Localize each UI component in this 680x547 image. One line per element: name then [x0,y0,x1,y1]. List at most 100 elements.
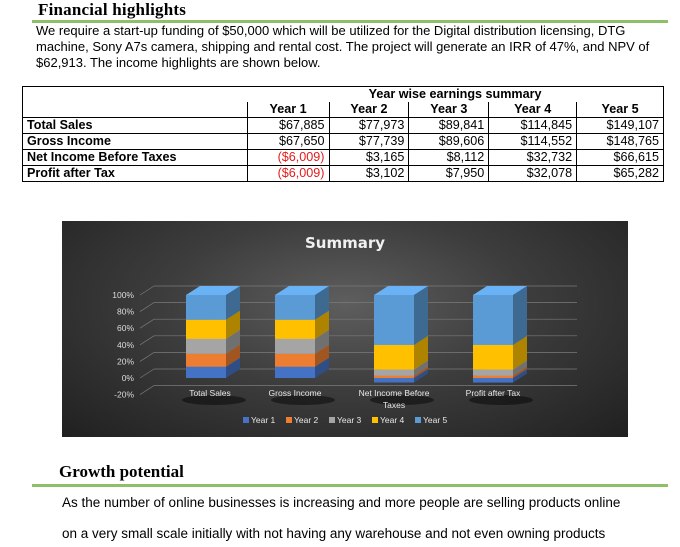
table-cell: $149,107 [576,117,664,134]
bar-segment [374,375,414,378]
bar-segment-side [513,366,527,378]
category-label: Total Sales [189,388,231,398]
grid-line [139,385,155,395]
table-cell: $8,112 [408,149,490,166]
category-label: Taxes [383,400,405,410]
year-header: Year 3 [408,102,490,118]
grid-line [139,302,155,312]
year-header: Year 2 [328,102,410,118]
bar-segment [473,375,513,378]
bar-segment [374,369,414,376]
bar-segment [186,366,226,378]
growth-paragraph-line: As the number of online businesses is in… [62,495,621,510]
bar-shadow [271,395,335,405]
bar-segment-side [513,360,527,376]
year-header: Year 4 [488,102,578,118]
table-corner [22,102,248,118]
bar-segment [186,338,226,354]
growth-paragraph-line: on a very small scale initially with not… [62,526,606,541]
table-cell: $114,552 [488,133,578,150]
section-title-growth: Growth potential [59,462,184,481]
table-row: Net Income Before Taxes ($6,009) $3,165 $8,… [22,149,664,166]
bar-segment-top [374,286,428,295]
bar-segment [186,295,226,320]
table-caption: Year wise earnings summary [247,86,665,102]
y-tick-label: 100% [112,290,134,300]
bar-segment [374,295,414,345]
bar-segment-side [414,286,428,345]
bar-segment-side [414,369,428,383]
legend-label: Year 5 [423,415,448,425]
y-tick-label: 20% [117,356,134,366]
table-cell: $32,078 [488,165,578,182]
bar-segment-top [275,286,329,295]
table-cell: $77,739 [328,133,410,150]
table-cell: ($6,009) [246,149,330,166]
table-cell: $32,732 [488,149,578,166]
row-label: Profit after Tax [22,165,248,182]
chart-canvas: Summary 100% 80% 60% 40% 20% 0% -20% Total Sales… [112,234,577,425]
bar-segment [473,378,513,383]
legend-label: Year 1 [251,415,276,425]
grid-line [139,335,155,346]
bar-segment-side [226,310,240,339]
legend-swatch [243,417,249,423]
legend-swatch [286,417,292,423]
bar-segment [186,319,226,339]
bar-segment [473,344,513,370]
table-row: Gross Income $67,650 $77,739 $89,606 $114,55… [22,133,664,150]
bar-segment-side [513,369,527,383]
bar-segment-side [414,366,428,378]
y-tick-label: 0% [122,373,135,383]
legend-label: Year 3 [337,415,362,425]
section-divider [32,20,668,23]
bar-segment [374,344,414,370]
bar-segment-side [315,286,329,320]
legend-swatch [372,417,378,423]
bar-segment-side [513,335,527,370]
bar-segment-side [513,286,527,345]
bar-segment-top [473,286,527,295]
table-cell: $3,165 [328,149,410,166]
table-cell: $66,615 [576,149,664,166]
bar-segment [275,353,315,367]
bar-segment [275,338,315,354]
table-cell: $114,845 [488,117,578,134]
bar-shadow [370,395,434,405]
bar-segment-side [226,329,240,354]
bar-segment [374,378,414,383]
bar-segment-side [414,360,428,376]
category-label: Profit after Tax [466,388,521,398]
bar-segment-side [315,344,329,367]
bar-shadow [469,395,533,405]
grid-line [139,352,155,362]
table-cell: $67,650 [246,133,330,150]
table-cell: $7,950 [408,165,490,182]
y-tick-label: -20% [114,390,134,400]
bar-segment-side [226,344,240,367]
y-tick-label: 40% [117,340,134,350]
table-row: Total Sales $67,885 $77,973 $89,841 $114,845… [22,117,664,134]
category-label: Gross Income [269,388,322,398]
bar-segment [473,295,513,345]
row-label: Total Sales [22,117,248,134]
row-label: Gross Income [22,133,248,150]
table-cell: $77,973 [328,117,410,134]
legend-swatch [329,417,335,423]
grid-line [139,318,155,329]
table-cell: ($6,009) [246,165,330,182]
bar-segment-side [226,286,240,320]
table-cell: $67,885 [246,117,330,134]
year-header: Year 5 [576,102,664,118]
legend-swatch [415,417,421,423]
bar-segment-side [414,335,428,370]
bar-segment [275,319,315,339]
bar-segment-side [315,310,329,339]
section-divider [32,484,668,487]
bar-segment-side [315,357,329,378]
grid-line [139,368,155,379]
summary-chart: Summary 100% 80% 60% 40% 20% 0% -20% Total Sales… [62,221,628,437]
grid-line [139,285,155,296]
legend-label: Year 4 [380,415,405,425]
